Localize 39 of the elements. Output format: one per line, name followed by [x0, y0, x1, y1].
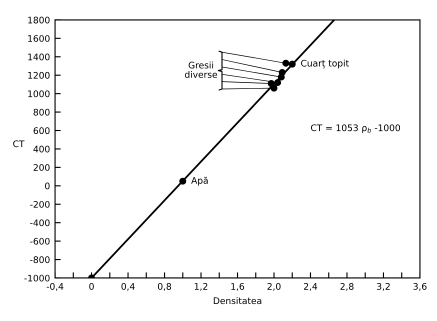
y-tick-label: -600	[30, 238, 50, 245]
annotation: CT = 1053 ρ$_{b}$ -1000	[310, 124, 400, 133]
y-tick-label: 600	[34, 127, 50, 134]
y-tick-label: 200	[34, 164, 50, 171]
point	[274, 79, 282, 86]
y-tick-label: -800	[30, 256, 50, 264]
y-tick-label: 400	[33, 146, 50, 152]
x-tick-label: 2,4	[304, 283, 318, 291]
point	[282, 60, 290, 67]
point	[288, 60, 296, 68]
x-tick-label: 3,6	[413, 283, 427, 291]
x-tick-label: -0,4	[46, 283, 64, 291]
y-tick-label: 1800	[28, 16, 50, 24]
y-axis-title: CT	[13, 140, 25, 148]
y-tick-label: 800	[34, 108, 50, 116]
y-tick-label: 1400	[28, 54, 50, 60]
x-tick-label: 1,6	[231, 283, 244, 291]
point	[268, 80, 275, 87]
y-tick-label: -400	[30, 219, 50, 226]
y-tick-label: 0	[45, 182, 50, 190]
y-tick-label: -200	[30, 200, 50, 208]
annotation: Gresii diverse	[184, 62, 218, 78]
point	[179, 178, 186, 185]
x-axis-title: Densitatea	[214, 297, 262, 304]
point	[270, 84, 278, 92]
y-tick-label: -1000	[24, 274, 50, 282]
x-tick-label: 2,0	[267, 283, 281, 291]
y-tick-label: 1200	[28, 72, 50, 79]
annotation: Cuarț topit	[301, 60, 349, 69]
x-tick-label: 2,8	[340, 283, 354, 291]
point	[278, 74, 285, 81]
y-tick-label: 1000	[28, 90, 50, 98]
x-tick-label: 3,2	[376, 283, 390, 291]
x-tick-label: 0,4	[121, 283, 135, 291]
y-tick-label: 1600	[28, 35, 50, 42]
x-tick-label: 0,8	[158, 283, 172, 291]
x-tick-label: 0	[89, 283, 94, 290]
x-tick-label: 1,2	[194, 283, 208, 291]
annotation: Apă	[191, 176, 208, 186]
